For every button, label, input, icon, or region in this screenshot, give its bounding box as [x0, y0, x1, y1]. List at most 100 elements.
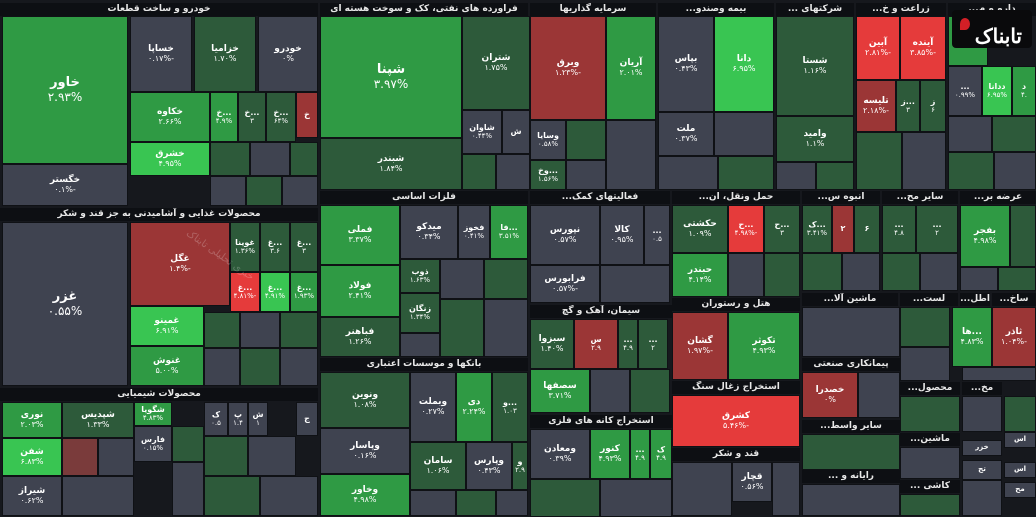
- treemap-tile[interactable]: فملی ۳.۳۷%: [320, 205, 400, 265]
- treemap-tile[interactable]: تلیسه ۲.۱۸%-: [856, 80, 896, 132]
- treemap-tile[interactable]: غ... ۴.۸۱%-: [230, 272, 260, 312]
- treemap-tile[interactable]: خزامیا ۱.۷۰%: [194, 16, 256, 92]
- treemap-tile[interactable]: شپدیس ۱.۳۳%: [62, 402, 134, 438]
- treemap-tile[interactable]: تکوثر ۴.۹۳%: [728, 312, 800, 380]
- treemap-tile[interactable]: شستا ۱.۱۶%: [776, 16, 854, 116]
- treemap-tile[interactable]: غگل ۱.۴%-: [130, 222, 230, 306]
- treemap-tile[interactable]: گشان ۱.۹۷%-: [672, 312, 728, 380]
- treemap-tile[interactable]: آریان ۲.۰۱%: [606, 16, 656, 120]
- treemap-tile[interactable]: ... ۲: [916, 205, 958, 253]
- treemap-tile[interactable]: شاوان ۰.۴۴%: [462, 110, 502, 154]
- treemap-tile[interactable]: پ ۱.۴: [228, 402, 248, 436]
- treemap-tile[interactable]: خ... ۶۴%: [266, 92, 296, 142]
- treemap-tile[interactable]: ح... ۴.۹۸%-: [728, 205, 764, 253]
- treemap-tile[interactable]: غوینا ۱.۳۶%: [230, 222, 260, 272]
- treemap-tile[interactable]: ... ۴.۸: [882, 205, 916, 253]
- treemap-tile[interactable]: دانا ۶.۹۵%: [714, 16, 774, 112]
- treemap-tile[interactable]: ومعادن ۰.۳۹%: [530, 429, 590, 479]
- treemap-tile[interactable]: اس: [1004, 432, 1036, 448]
- treemap-tile[interactable]: ج: [296, 402, 318, 436]
- treemap-tile[interactable]: خصدرا ۰%: [802, 372, 858, 418]
- treemap-tile[interactable]: خودرو ۰%: [258, 16, 318, 92]
- treemap-tile[interactable]: کالا ۰.۹۵%: [600, 205, 644, 265]
- treemap-tile[interactable]: ... ۴.۹: [618, 319, 638, 369]
- treemap-tile[interactable]: کشرق ۵.۴۶%-: [672, 395, 800, 447]
- treemap-tile[interactable]: خاور ۲.۹۳%: [2, 16, 128, 164]
- treemap-tile[interactable]: ونوین ۱.۰۸%: [320, 372, 410, 428]
- treemap-tile[interactable]: ش: [502, 110, 530, 154]
- treemap-tile[interactable]: غ... ۳: [290, 222, 318, 272]
- treemap-tile[interactable]: سصفها ۳.۷۱%: [530, 369, 590, 413]
- treemap-tile[interactable]: ... ۲: [638, 319, 668, 369]
- treemap-tile[interactable]: ... ۰.۹۹%: [948, 66, 982, 116]
- treemap-tile[interactable]: شفن ۶.۸۳%: [2, 438, 62, 476]
- treemap-tile[interactable]: وبملت ۰.۲۷%: [410, 372, 456, 442]
- treemap-tile[interactable]: د ۴.: [1012, 66, 1036, 116]
- treemap-tile[interactable]: ۲: [832, 205, 854, 253]
- treemap-tile[interactable]: نوری ۲.۰۳%: [2, 402, 62, 438]
- treemap-tile[interactable]: فولاد ۲.۴۱%: [320, 265, 400, 317]
- treemap-tile[interactable]: خ: [296, 92, 318, 138]
- treemap-tile[interactable]: فا... ۳.۵۱%: [490, 205, 528, 259]
- treemap-tile[interactable]: شبندر ۱.۸۴%: [320, 138, 462, 190]
- treemap-tile[interactable]: ددانا ۶.۹۵%: [982, 66, 1012, 116]
- treemap-tile[interactable]: شتران ۱.۷۵%: [462, 16, 530, 110]
- treemap-tile[interactable]: شگویا ۴.۸۳%: [134, 402, 172, 426]
- treemap-tile[interactable]: ذوب ۱.۶۳%: [400, 259, 440, 293]
- treemap-tile[interactable]: خ... ۳: [238, 92, 266, 142]
- treemap-tile[interactable]: حکشتی ۱.۰۹%: [672, 205, 728, 253]
- treemap-tile[interactable]: فباهنر ۱.۲۶%: [320, 317, 400, 357]
- treemap-tile[interactable]: خکاوه ۲.۶۶%: [130, 92, 210, 142]
- treemap-tile[interactable]: مح: [1004, 482, 1036, 498]
- treemap-tile[interactable]: فرابورس ۰.۵۷%-: [530, 265, 600, 303]
- treemap-tile[interactable]: شیراز ۰.۶۲%: [2, 476, 62, 516]
- treemap-tile[interactable]: غزر ۰.۵۵%: [2, 222, 128, 386]
- treemap-tile[interactable]: ح... ۳: [764, 205, 800, 253]
- treemap-tile[interactable]: س ۲.۹: [574, 319, 618, 369]
- treemap-tile[interactable]: خگستر ۰.۱%-: [2, 164, 128, 206]
- treemap-tile[interactable]: خشرق ۴.۹۵%: [130, 142, 210, 176]
- treemap-tile[interactable]: بفجر ۴.۹۸%: [960, 205, 1010, 267]
- treemap-tile[interactable]: ک... ۳.۴۱%: [802, 205, 832, 253]
- treemap-tile[interactable]: ک ۴.۹: [650, 429, 672, 479]
- treemap-tile[interactable]: ها... ۴.۸۳%: [952, 307, 992, 367]
- treemap-tile[interactable]: وپارس ۰.۴۳%: [466, 442, 512, 490]
- treemap-tile[interactable]: شپنا ۳.۹۷%: [320, 16, 462, 138]
- treemap-tile[interactable]: وخاور ۴.۹۸%: [320, 474, 410, 516]
- treemap-tile[interactable]: وخ... ۱.۵۶%: [530, 160, 566, 190]
- treemap-tile[interactable]: آبین ۲.۸۱%-: [856, 16, 900, 80]
- treemap-tile[interactable]: غ... ۳.۶: [260, 222, 290, 272]
- treemap-tile[interactable]: سبزوا ۱.۴۰%: [530, 319, 574, 369]
- treemap-tile[interactable]: تج: [962, 460, 1002, 480]
- treemap-tile[interactable]: خزر: [962, 440, 1002, 456]
- treemap-tile[interactable]: غ... ۴.۹۱%: [260, 272, 290, 312]
- treemap-tile[interactable]: میدکو ۰.۳۴%: [400, 205, 458, 259]
- treemap-tile[interactable]: زنگان ۱.۳۴%: [400, 293, 440, 333]
- treemap-tile[interactable]: وسایا ۰.۵۸%: [530, 120, 566, 160]
- treemap-tile[interactable]: دی ۲.۲۴%: [456, 372, 492, 442]
- treemap-tile[interactable]: ... ۰.۵: [644, 205, 670, 265]
- treemap-tile[interactable]: ۶: [854, 205, 880, 253]
- treemap-tile[interactable]: سامان ۱.۰۶%: [410, 442, 466, 490]
- treemap-tile[interactable]: بپاس ۰.۴۳%: [658, 16, 714, 112]
- treemap-tile[interactable]: اس: [1004, 462, 1036, 478]
- treemap-tile[interactable]: نپورس ۰.۵۷%: [530, 205, 600, 265]
- treemap-tile[interactable]: و ۲.۹: [512, 442, 528, 490]
- treemap-tile[interactable]: غمینو ۶.۹۱%: [130, 306, 204, 346]
- treemap-tile[interactable]: ... ۴.۹: [630, 429, 650, 479]
- treemap-tile[interactable]: وپاسار ۰.۱۶%: [320, 428, 410, 474]
- treemap-tile[interactable]: فخوز ۰.۴۱%: [458, 205, 490, 259]
- treemap-tile[interactable]: ثاذر ۱.۰۴%-: [992, 307, 1036, 367]
- treemap-tile[interactable]: وبرق ۱.۲۳%-: [530, 16, 606, 120]
- treemap-tile[interactable]: کنور ۴.۹۳%: [590, 429, 630, 479]
- treemap-tile[interactable]: ملت ۰.۳۷%: [658, 112, 714, 156]
- treemap-tile[interactable]: آینده ۳.۸۵%-: [900, 16, 946, 80]
- treemap-tile[interactable]: ک ۰.۵: [204, 402, 228, 436]
- treemap-tile[interactable]: خساپا ۰.۱۷%-: [130, 16, 192, 92]
- treemap-tile[interactable]: قچار ۰.۵۶%: [732, 462, 772, 502]
- treemap-tile[interactable]: ز... ۳: [896, 80, 920, 132]
- treemap-tile[interactable]: و... ۱.۰۳: [492, 372, 528, 442]
- treemap-tile[interactable]: فارس ۰.۱۵%: [134, 426, 172, 462]
